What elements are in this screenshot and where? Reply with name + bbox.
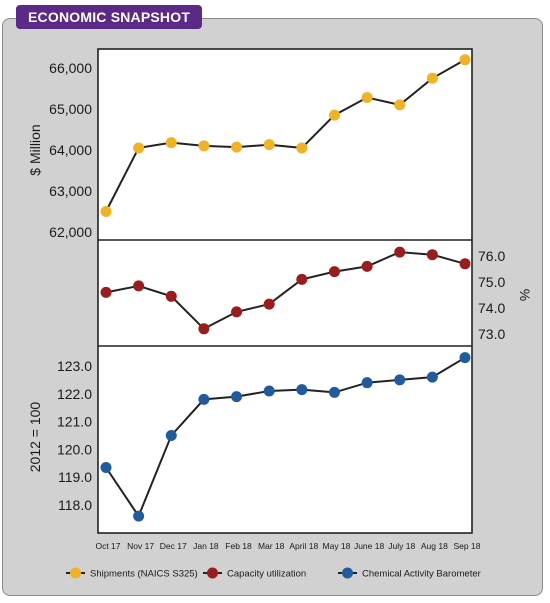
legend-marker: [70, 567, 81, 579]
y-axis-label: %: [517, 289, 533, 301]
data-point: [296, 384, 308, 396]
y-axis-label: $ Million: [27, 124, 43, 175]
data-point: [133, 510, 145, 522]
legend-label: Chemical Activity Barometer: [362, 569, 481, 580]
data-point: [426, 249, 438, 261]
legend-marker: [342, 567, 353, 579]
data-point: [263, 139, 275, 151]
data-point: [394, 246, 406, 258]
data-point: [165, 430, 177, 441]
y-tick-label: 74.0: [478, 300, 505, 316]
data-point: [133, 142, 145, 154]
y-tick-label: 119.0: [58, 469, 92, 485]
legend-label: Shipments (NAICS S325): [90, 569, 198, 580]
data-point: [394, 99, 406, 111]
data-point: [100, 461, 112, 473]
y-tick-label: 120.0: [57, 441, 92, 457]
x-tick-label: May 18: [323, 541, 351, 551]
x-tick-label: June 18: [354, 541, 385, 551]
x-tick-label: Oct 17: [95, 541, 120, 551]
data-point: [100, 206, 112, 217]
data-point: [165, 137, 177, 149]
legend-label: Capacity utilization: [227, 569, 306, 580]
legend-item: Chemical Activity Barometer: [338, 567, 481, 580]
x-tick-label: Dec 17: [160, 541, 187, 551]
y-tick-label: 118.0: [58, 497, 92, 513]
data-point: [296, 273, 308, 285]
y-tick-label: 63,000: [49, 183, 92, 199]
data-point: [296, 142, 308, 154]
data-point: [328, 109, 340, 121]
y-tick-label: 122.0: [57, 386, 92, 402]
y-tick-label: 123.0: [57, 358, 92, 374]
data-point: [459, 352, 471, 364]
x-tick-label: Mar 18: [258, 541, 285, 551]
data-point: [198, 393, 210, 405]
x-tick-label: July 18: [388, 541, 415, 551]
y-tick-label: 73.0: [478, 326, 505, 342]
data-point: [263, 385, 275, 397]
y-tick-label: 65,000: [49, 101, 92, 117]
y-tick-label: 76.0: [478, 248, 505, 264]
y-tick-label: 64,000: [49, 142, 92, 158]
data-point: [165, 290, 177, 302]
data-point: [426, 72, 438, 84]
y-tick-label: 121.0: [57, 414, 92, 430]
data-point: [133, 280, 145, 292]
y-tick-label: 66,000: [49, 60, 92, 76]
legend-marker: [207, 567, 218, 579]
x-tick-label: Feb 18: [225, 541, 252, 551]
legend-item: Shipments (NAICS S325): [66, 567, 198, 580]
data-point: [459, 258, 471, 270]
data-point: [231, 391, 243, 403]
x-tick-label: Jan 18: [193, 541, 219, 551]
plot-frame: [97, 48, 473, 534]
data-point: [361, 377, 373, 389]
page-title: ECONOMIC SNAPSHOT: [16, 5, 203, 29]
x-tick-label: Nov 17: [127, 541, 154, 551]
y-tick-label: 75.0: [478, 274, 505, 290]
data-point: [459, 54, 471, 66]
x-tick-label: Aug 18: [421, 541, 448, 551]
data-point: [100, 286, 112, 298]
data-point: [328, 386, 340, 398]
data-point: [263, 298, 275, 310]
y-tick-label: 62,000: [49, 224, 92, 240]
data-point: [328, 266, 340, 278]
legend-item: Capacity utilization: [203, 567, 306, 580]
x-tick-label: Sep 18: [454, 541, 481, 551]
data-point: [231, 141, 243, 153]
x-tick-label: April 18: [289, 541, 318, 551]
y-axis-label: 2012 = 100: [27, 402, 43, 473]
data-point: [198, 140, 210, 152]
data-point: [231, 306, 243, 318]
data-point: [198, 323, 210, 335]
data-point: [394, 374, 406, 386]
data-point: [361, 260, 373, 272]
data-point: [361, 92, 373, 104]
data-point: [426, 371, 438, 383]
